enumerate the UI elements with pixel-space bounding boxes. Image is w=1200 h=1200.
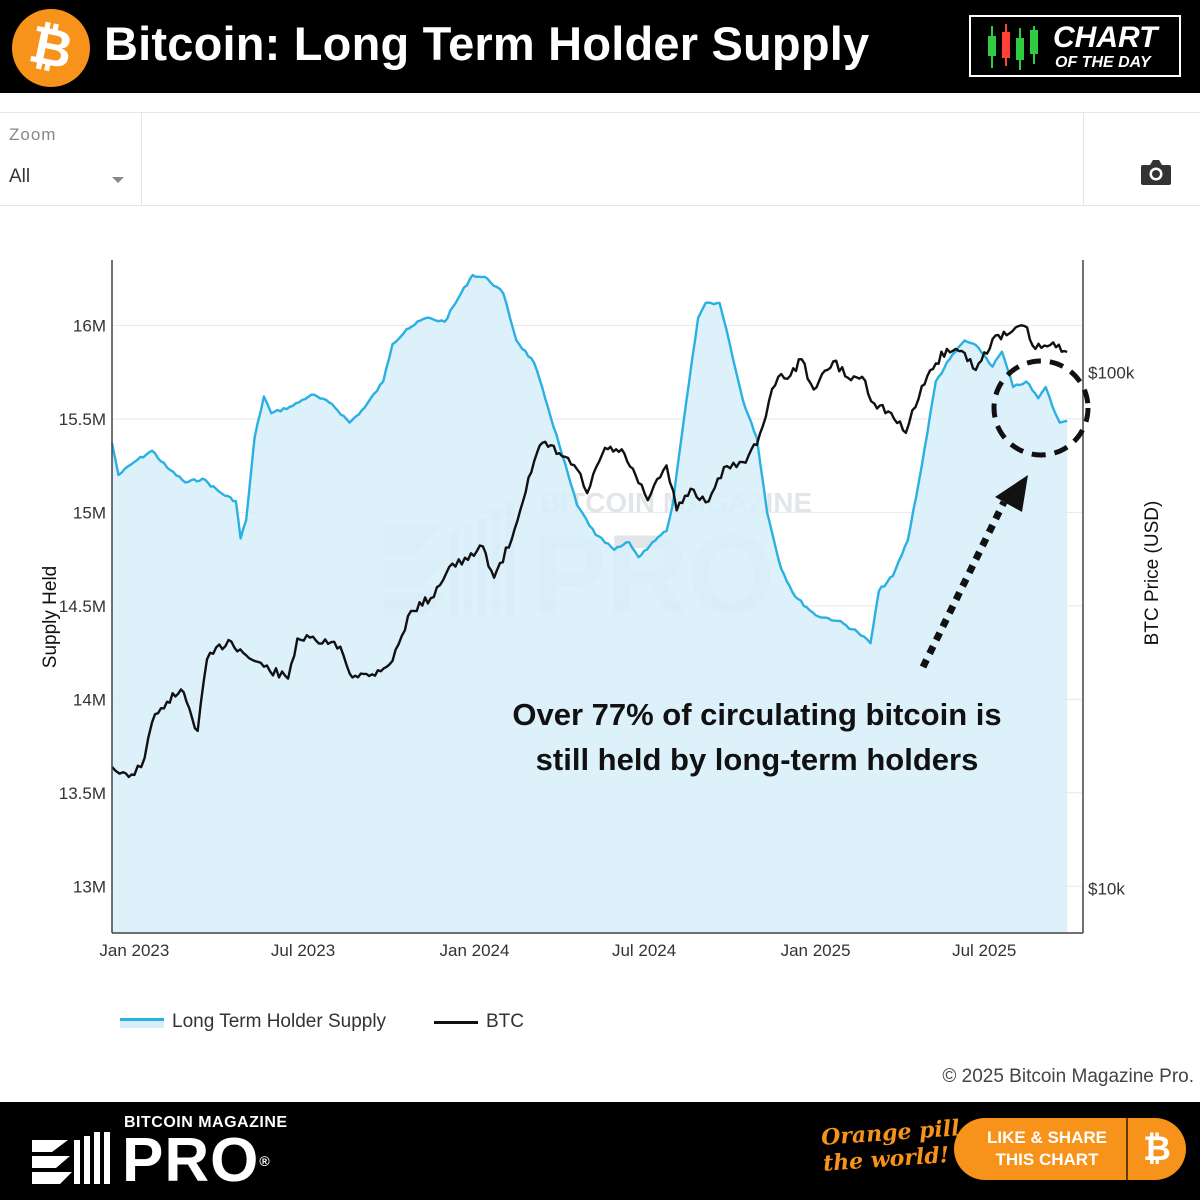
ltsh-line [110, 273, 1068, 645]
zoom-label: Zoom [9, 125, 57, 144]
like-share-button[interactable]: LIKE & SHARE THIS CHART ₿ [954, 1118, 1186, 1180]
chart: BITCOIN MAGAZINE PRO 13M13.5M14M14.5M15M… [40, 260, 1163, 960]
brand-small: BITCOIN MAGAZINE [124, 1114, 288, 1131]
legend-swatch [434, 1021, 478, 1024]
candlestick-icon [988, 24, 1038, 70]
x-tick-label: Jul 2025 [952, 941, 1016, 960]
x-tick-label: Jan 2024 [440, 941, 510, 960]
x-tick-label: Jan 2025 [781, 941, 851, 960]
bitcoin-magazine-logo-icon [32, 1132, 110, 1184]
y-left-axis-title: Supply Held [40, 566, 61, 668]
y-tick-label: 16M [73, 316, 106, 335]
x-tick-label: Jul 2024 [612, 941, 676, 960]
y-tick-label: 14M [73, 690, 106, 709]
chart-toolbar: Zoom All [0, 112, 1200, 206]
bitcoin-logo-icon: ₿ [12, 9, 90, 87]
legend-label: Long Term Holder Supply [172, 1011, 387, 1032]
divider [1083, 113, 1084, 205]
btc-price-line [111, 324, 1068, 779]
chart-of-the-day-badge: CHART OF THE DAY [969, 15, 1181, 77]
x-tick-label: Jul 2023 [271, 941, 335, 960]
divider [1126, 1118, 1128, 1180]
annotation-line-2: still held by long-term holders [536, 742, 979, 777]
y-right-tick-label: $10k [1088, 880, 1125, 899]
badge-line-1: CHART [1053, 21, 1158, 54]
chevron-down-icon [112, 177, 124, 183]
zoom-value: All [9, 166, 31, 187]
legend-swatch [120, 1018, 164, 1028]
y-right-axis-title: BTC Price (USD) [1142, 501, 1163, 646]
x-tick-label: Jan 2023 [99, 941, 169, 960]
brand-pro: PRO® [122, 1126, 271, 1195]
footer-bar: BITCOIN MAGAZINE PRO® Orange pill the wor… [0, 1102, 1200, 1200]
annotation-line-1: Over 77% of circulating bitcoin is [512, 697, 1001, 732]
dashed-circle-annotation [991, 358, 1091, 458]
copyright-notice: © 2025 Bitcoin Magazine Pro. [942, 1066, 1194, 1087]
zoom-dropdown[interactable]: All [0, 153, 140, 199]
y-tick-label: 15.5M [59, 410, 106, 429]
legend-label: BTC [486, 1011, 524, 1032]
y-left-ticks: 13M 13.5M 14M 14.5M 15M 15.5M 16M [59, 316, 106, 896]
badge-line-2: OF THE DAY [1055, 54, 1151, 71]
camera-icon[interactable] [1140, 157, 1172, 187]
dotted-arrow-annotation [919, 475, 1028, 669]
y-tick-label: 13M [73, 877, 106, 896]
page-title: Bitcoin: Long Term Holder Supply [104, 17, 870, 70]
y-tick-label: 15M [73, 503, 106, 522]
y-tick-label: 13.5M [59, 784, 106, 803]
ltsh-area [112, 275, 1068, 933]
y-right-ticks: $10k $100k [1088, 363, 1135, 898]
header-bar: ₿ Bitcoin: Long Term Holder Supply CHART… [0, 0, 1200, 93]
divider [141, 113, 142, 205]
slogan: Orange pill the world! [820, 1115, 961, 1177]
x-ticks: Jan 2023 Jul 2023 Jan 2024 Jul 2024 Jan 2025… [99, 941, 1016, 960]
y-right-tick-label: $100k [1088, 363, 1135, 382]
y-tick-label: 14.5M [59, 597, 106, 616]
bitcoin-icon: ₿ [1143, 1129, 1171, 1169]
